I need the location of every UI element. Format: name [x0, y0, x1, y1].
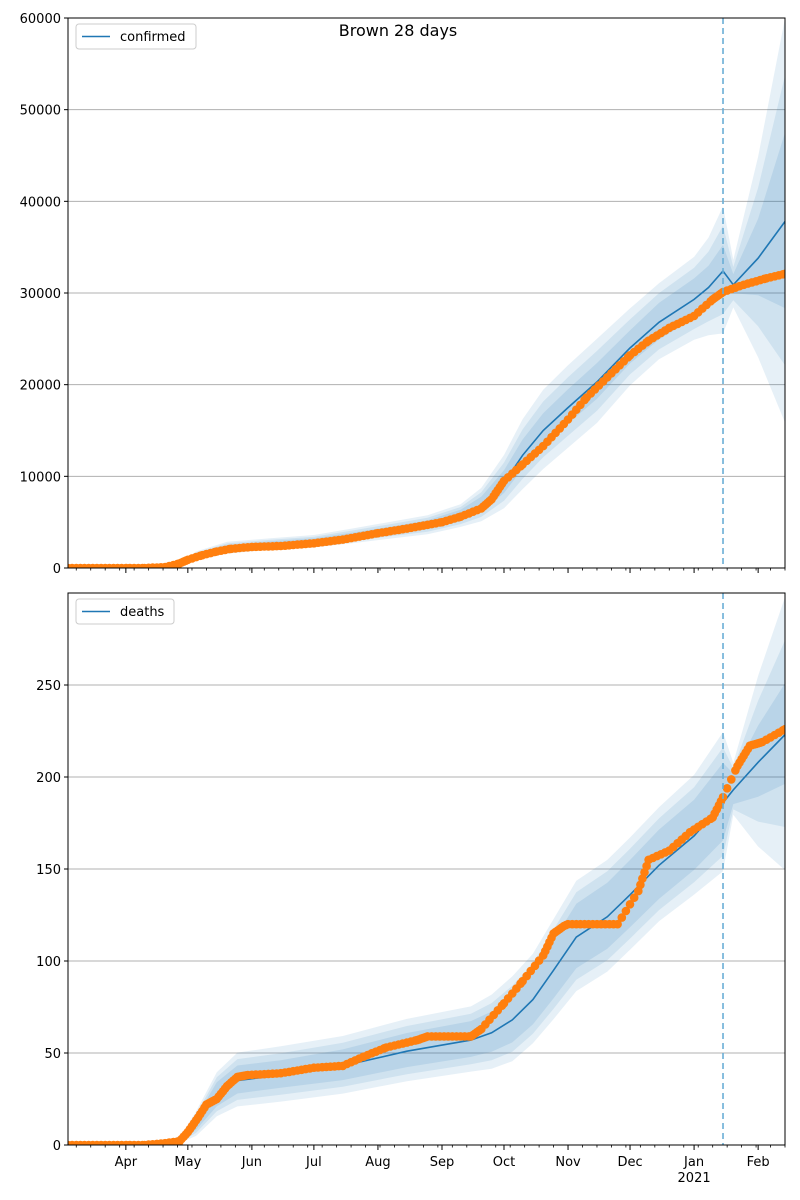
confirmed-panel: 0 10000 20000 30000 40000 50000 60000 confirmed	[20, 12, 786, 577]
deaths-legend-box	[75, 598, 175, 625]
x-tick-label: Apr	[115, 1155, 138, 1170]
deaths-legend-label: deaths	[120, 605, 165, 620]
confirmed-legend-box	[75, 23, 197, 50]
x-tick-label: Sep	[430, 1155, 455, 1170]
confirmed-plot-area	[68, 18, 785, 568]
deaths-y-tick-label: 100	[36, 955, 61, 970]
x-tick-label: Jan	[683, 1155, 704, 1170]
deaths-y-tick-label: 50	[44, 1047, 61, 1062]
deaths-observed-point	[629, 893, 639, 902]
x-tick-label: Aug	[365, 1155, 390, 1170]
x-tick-label: Feb	[747, 1155, 770, 1170]
deaths-observed-point	[613, 919, 622, 929]
deaths-observed-points	[68, 724, 785, 1145]
x-tick-label: May	[174, 1155, 201, 1170]
x-tick-label: Oct	[493, 1155, 515, 1170]
deaths-band-inner	[68, 683, 785, 1145]
confirmed-legend: confirmed	[75, 23, 197, 50]
x-tick-label: Dec	[617, 1155, 642, 1170]
confirmed-legend-label: confirmed	[120, 30, 186, 45]
x-tick-label: 2021	[678, 1171, 711, 1186]
confirmed-observed-points	[68, 269, 785, 568]
deaths-observed-point	[722, 784, 732, 793]
confirmed-y-tick-label: 60000	[20, 12, 61, 27]
x-tick-label: Jul	[305, 1155, 322, 1170]
confirmed-observed-point	[780, 269, 785, 279]
figure-title: Brown 28 days	[339, 21, 458, 40]
confirmed-band-middle	[68, 75, 785, 568]
deaths-observed-point	[780, 724, 785, 734]
confirmed-y-tick-label: 40000	[20, 195, 61, 210]
confirmed-y-tick-label: 0	[53, 562, 61, 577]
deaths-plot-area	[68, 597, 785, 1145]
confirmed-y-tick-label: 10000	[20, 470, 61, 485]
confirmed-y-tick-label: 20000	[20, 379, 61, 394]
confirmed-frame	[67, 17, 786, 569]
confirmed-y-tick-label: 50000	[20, 104, 61, 119]
deaths-y-tick-label: 200	[36, 771, 61, 786]
confirmed-y-tick-label: 30000	[20, 287, 61, 302]
deaths-legend: deaths	[75, 598, 175, 625]
deaths-frame	[67, 592, 786, 1146]
deaths-panel: 0 50 100 150 200 250 deaths Apr May Jun Jul Aug Sep O…	[36, 592, 786, 1186]
deaths-y-tick-label: 0	[53, 1139, 61, 1154]
deaths-observed-point	[617, 913, 627, 922]
deaths-observed-point	[621, 906, 631, 916]
deaths-y-tick-label: 150	[36, 863, 61, 878]
deaths-y-tick-label: 250	[36, 679, 61, 694]
deaths-observed-point	[727, 775, 736, 784]
x-tick-label: Nov	[555, 1155, 581, 1170]
deaths-observed-point	[625, 900, 635, 909]
x-tick-label: Jun	[241, 1155, 262, 1170]
